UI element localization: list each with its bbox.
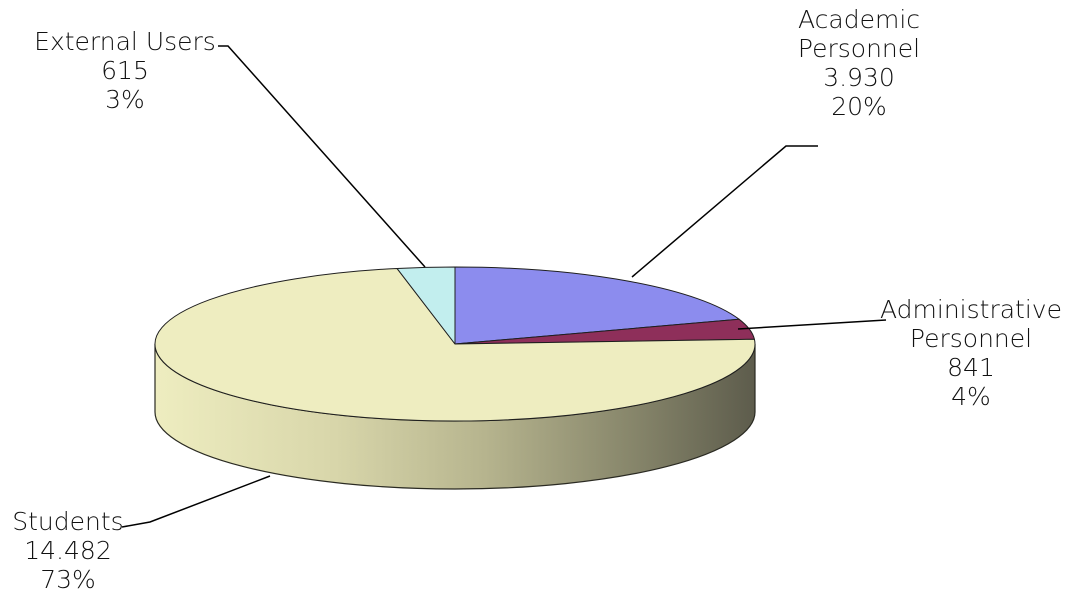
label-administrative-personnel-value: 841 [947,353,995,382]
label-external-users-percent: 3% [105,85,145,114]
label-academic-personnel-percent: 20% [831,92,887,121]
label-administrative-personnel-percent: 4% [951,382,991,411]
label-administrative-personnel-name-line-1: Administrative [880,295,1062,324]
label-administrative-personnel-name-line-2: Personnel [910,324,1032,353]
label-academic-personnel-value: 3.930 [823,63,895,92]
leader-line-administrative-personnel [737,319,887,330]
slice-students[interactable] [154,267,756,422]
label-academic-personnel-name-line-1: Academic [798,5,920,34]
label-students-name-line-1: Students [12,507,123,536]
leader-line-students [121,475,271,528]
slice-academic-personnel[interactable] [454,266,740,345]
label-external-users-name-line-1: External Users [34,27,216,56]
label-external-users-value: 615 [101,56,149,85]
labels-layer: AcademicPersonnel3.93020%AdministrativeP… [12,5,1062,594]
leader-line-external-users [218,45,426,268]
label-students-value: 14.482 [24,536,111,565]
label-students-percent: 73% [40,565,96,594]
pie-top-layer [154,266,756,422]
label-academic-personnel-name-line-2: Personnel [798,34,920,63]
slice-external-users[interactable] [396,266,456,345]
leader-lines-layer [121,45,887,528]
leader-line-academic-personnel [631,145,818,278]
